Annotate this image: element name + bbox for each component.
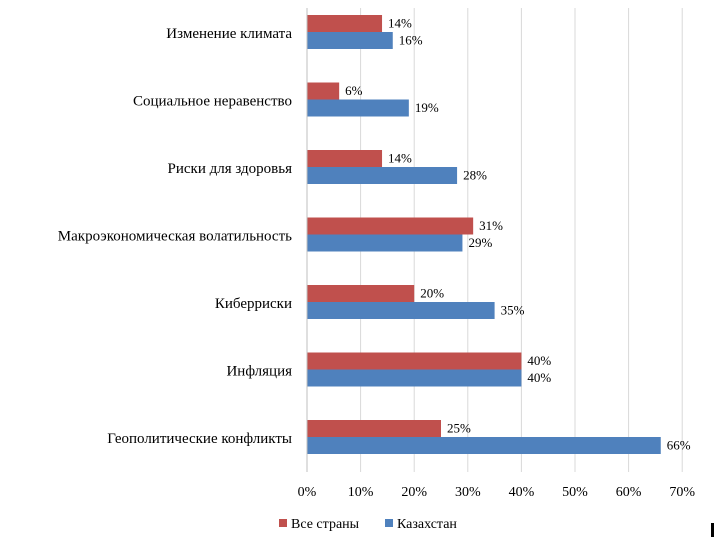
value-label: 14% <box>388 16 412 31</box>
value-label: 40% <box>527 353 551 368</box>
bar-kz <box>307 437 661 454</box>
x-tick-label: 30% <box>455 485 481 500</box>
bar-all <box>307 217 474 235</box>
value-label: 25% <box>447 421 471 436</box>
bar-kz <box>307 99 409 117</box>
bar-all <box>307 150 383 167</box>
x-tick-label: 60% <box>616 485 642 500</box>
legend-label: Казахстан <box>397 517 457 532</box>
category-label: Социальное неравенство <box>133 94 292 110</box>
value-labels: 14% 16% 6% 19% 14% 28% 31% 29% 20% 35% 40% 40% 25% 66… <box>345 16 691 453</box>
legend: Все страны Казахстан <box>279 517 457 532</box>
bar-all <box>307 15 383 32</box>
value-label: 19% <box>415 100 439 115</box>
bar-all <box>307 420 441 437</box>
category-label: Риски для здоровья <box>168 161 293 177</box>
bar-all <box>307 285 415 302</box>
category-label: Изменение климата <box>166 26 292 42</box>
bar-kz <box>307 32 393 49</box>
value-label: 40% <box>527 370 551 385</box>
x-tick-label: 20% <box>401 485 427 500</box>
value-label: 16% <box>399 33 423 48</box>
bar-kz <box>307 302 495 319</box>
value-label: 20% <box>420 286 444 301</box>
value-label: 29% <box>468 235 492 250</box>
x-tick-label: 10% <box>348 485 374 500</box>
value-label: 66% <box>667 438 691 453</box>
category-label: Геополитические конфликты <box>107 431 292 447</box>
bar-all <box>307 82 340 100</box>
x-tick-label: 50% <box>562 485 588 500</box>
value-label: 14% <box>388 151 412 166</box>
legend-swatch-all <box>279 519 287 527</box>
value-label: 28% <box>463 168 487 183</box>
x-tick-label: 70% <box>669 485 695 500</box>
x-tick-label: 0% <box>298 485 317 500</box>
bar-kz <box>307 234 463 252</box>
bars <box>307 15 661 454</box>
legend-swatch-kz <box>385 519 393 527</box>
value-label: 35% <box>501 303 525 318</box>
legend-label: Все страны <box>291 517 360 532</box>
x-tick-labels: 0% 10% 20% 30% 40% 50% 60% 70% <box>298 485 696 500</box>
corner-mark <box>711 523 714 537</box>
bar-kz <box>307 369 522 387</box>
value-label: 6% <box>345 83 363 98</box>
category-label: Макроэкономическая волатильность <box>58 229 292 245</box>
bar-kz <box>307 167 458 184</box>
gridlines <box>360 8 683 472</box>
category-labels: Изменение климата Социальное неравенство Р… <box>58 26 293 447</box>
category-label: Инфляция <box>226 364 292 380</box>
value-label: 31% <box>479 218 503 233</box>
x-tick-label: 40% <box>509 485 535 500</box>
category-label: Киберриски <box>215 296 292 312</box>
bar-all <box>307 352 522 370</box>
